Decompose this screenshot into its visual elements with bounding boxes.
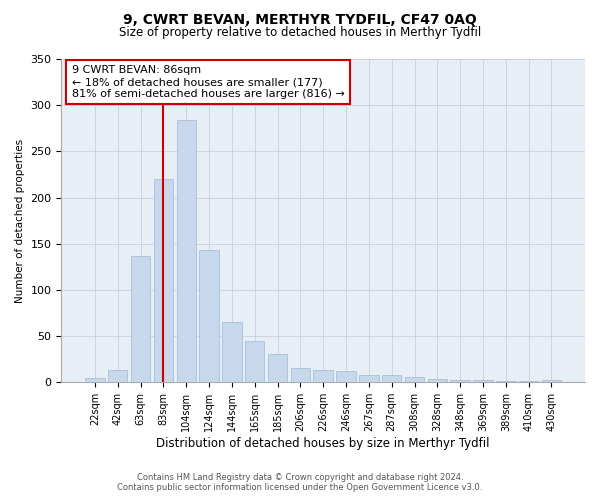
Text: 9 CWRT BEVAN: 86sqm
← 18% of detached houses are smaller (177)
81% of semi-detac: 9 CWRT BEVAN: 86sqm ← 18% of detached ho… [72,66,345,98]
Text: Size of property relative to detached houses in Merthyr Tydfil: Size of property relative to detached ho… [119,26,481,39]
Bar [313,370,333,382]
Text: Contains HM Land Registry data © Crown copyright and database right 2024.
Contai: Contains HM Land Registry data © Crown c… [118,473,482,492]
Bar [473,380,493,382]
Bar [542,380,561,382]
Bar [176,120,196,382]
Bar [108,370,127,382]
Text: 9, CWRT BEVAN, MERTHYR TYDFIL, CF47 0AQ: 9, CWRT BEVAN, MERTHYR TYDFIL, CF47 0AQ [123,12,477,26]
Bar [428,378,447,382]
Bar [451,380,470,382]
Bar [131,256,150,382]
Bar [405,377,424,382]
Bar [382,375,401,382]
Bar [359,375,379,382]
Bar [85,378,104,382]
Bar [337,372,356,382]
X-axis label: Distribution of detached houses by size in Merthyr Tydfil: Distribution of detached houses by size … [157,437,490,450]
Bar [245,341,265,382]
Bar [199,250,219,382]
Bar [290,368,310,382]
Y-axis label: Number of detached properties: Number of detached properties [15,138,25,302]
Bar [268,354,287,382]
Bar [222,322,242,382]
Bar [154,179,173,382]
